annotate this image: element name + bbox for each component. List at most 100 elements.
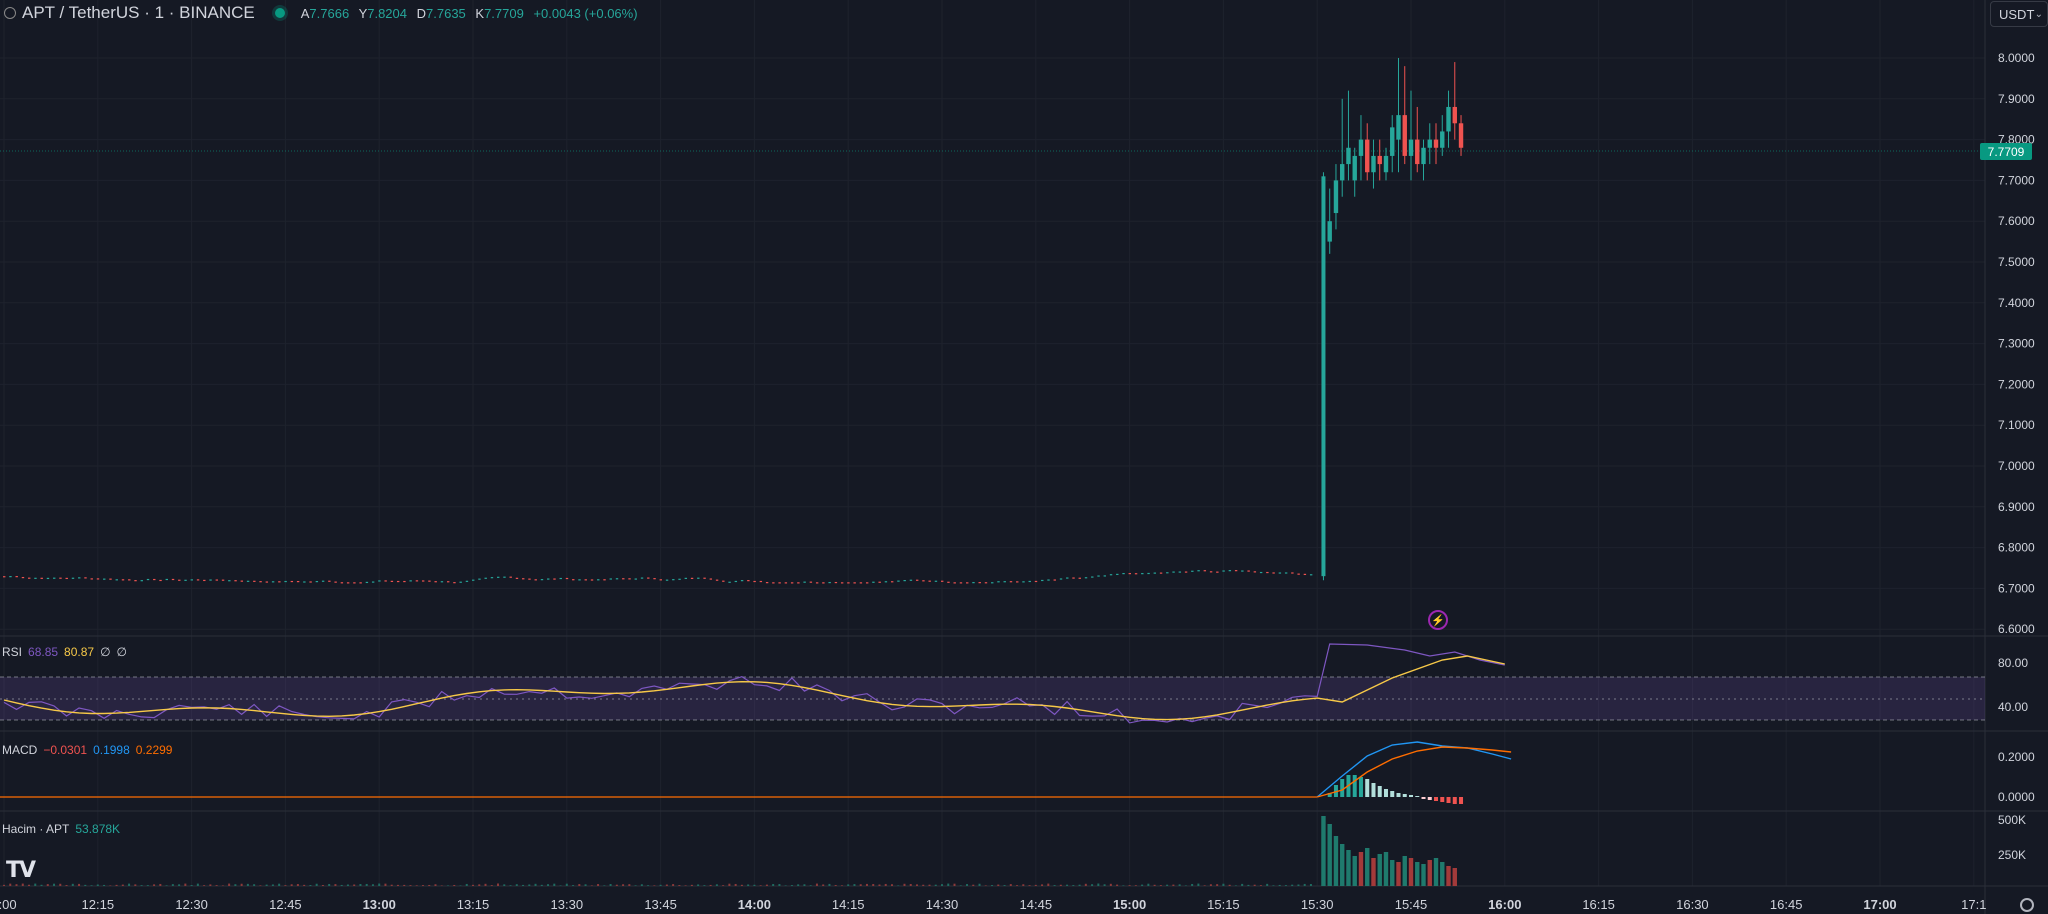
- candle: [428, 580, 431, 582]
- volume-bar: [690, 884, 693, 886]
- candle: [215, 579, 219, 581]
- macd-histogram-bar: [1371, 783, 1376, 797]
- volume-bar: [121, 884, 124, 886]
- flash-icon[interactable]: ⚡: [1428, 610, 1448, 630]
- volume-bar: [365, 883, 368, 886]
- volume-bar: [1333, 836, 1339, 886]
- volume-bar: [153, 884, 156, 886]
- rsi-legend[interactable]: RSI 68.85 80.87 ∅ ∅: [2, 645, 133, 659]
- candle: [784, 582, 788, 584]
- volume-bar: [1178, 884, 1181, 886]
- time-tick-label: 12:15: [82, 897, 115, 912]
- volume-bar: [65, 885, 68, 886]
- candle: [528, 578, 531, 580]
- candle: [209, 579, 212, 581]
- candle: [515, 577, 519, 579]
- volume-bar: [453, 884, 456, 886]
- volume-bar: [109, 885, 112, 886]
- candle: [1178, 571, 1182, 573]
- volume-bar: [572, 885, 575, 886]
- volume-bar: [465, 883, 468, 886]
- volume-bar: [409, 885, 412, 886]
- candle: [321, 580, 325, 582]
- rsi-ma-line: [3, 655, 1505, 721]
- candle: [1247, 570, 1250, 572]
- candle: [1396, 115, 1401, 140]
- candle: [384, 580, 387, 582]
- market-status-icon[interactable]: [274, 8, 285, 18]
- volume-bar: [703, 885, 706, 886]
- candle: [1278, 572, 1282, 574]
- candle: [1172, 571, 1175, 573]
- volume-bar: [1440, 862, 1445, 886]
- price-tick-label: 8.0000: [1998, 51, 2035, 65]
- volume-bar: [828, 883, 831, 886]
- volume-bar: [1309, 884, 1312, 886]
- candle: [534, 579, 537, 581]
- macd-histogram-bar: [1452, 797, 1457, 804]
- candle: [296, 581, 300, 583]
- volume-bar: [34, 883, 37, 886]
- volume-legend[interactable]: Hacim · APT 53.878K: [2, 822, 126, 836]
- gear-icon[interactable]: [2020, 898, 2034, 912]
- tradingview-logo[interactable]: TV: [6, 858, 36, 883]
- candle: [909, 579, 913, 581]
- symbol-logo-icon: [4, 7, 16, 19]
- volume-bar: [403, 884, 406, 886]
- time-tick-label: 15:30: [1301, 897, 1334, 912]
- candle: [1259, 571, 1263, 574]
- candle: [1333, 180, 1339, 214]
- candle: [134, 580, 137, 582]
- candle: [978, 582, 981, 584]
- macd-histogram-bar: [1415, 796, 1420, 797]
- volume-bar: [1234, 885, 1237, 886]
- volume-bar: [1078, 884, 1081, 886]
- time-tick-label: 14:15: [832, 897, 865, 912]
- rsi-band: [0, 676, 1985, 721]
- candle: [1415, 139, 1420, 165]
- volume-bar: [190, 885, 193, 886]
- price-tick-label: 7.9000: [1998, 92, 2035, 106]
- signal-line: [1317, 746, 1512, 798]
- time-tick-label: 16:30: [1676, 897, 1709, 912]
- volume-bar: [1272, 885, 1275, 886]
- candle: [90, 578, 93, 580]
- volume-bar: [759, 885, 762, 886]
- ohlc-change: +0.0043 (+0.06%): [533, 5, 638, 21]
- volume-bar: [515, 884, 518, 886]
- candle: [409, 580, 412, 582]
- candle: [1003, 581, 1006, 583]
- candle: [128, 579, 131, 581]
- symbol-title[interactable]: APT / TetherUS · 1 · BINANCE: [22, 3, 255, 22]
- volume-bar: [822, 884, 825, 886]
- volume-bar: [1184, 885, 1187, 886]
- candle: [1184, 571, 1188, 573]
- candle: [928, 580, 931, 582]
- candle: [1266, 571, 1269, 574]
- volume-axis-label: 250K: [1998, 848, 2026, 862]
- volume-bar: [497, 883, 500, 886]
- macd-histogram-bar: [1446, 797, 1451, 803]
- volume-bar: [953, 883, 956, 886]
- candle: [1272, 572, 1275, 574]
- candle: [3, 576, 6, 578]
- macd-legend[interactable]: MACD −0.0301 0.1998 0.2299: [2, 743, 178, 757]
- currency-selector[interactable]: USDT ⌄: [1990, 1, 2048, 27]
- volume-bar: [1421, 864, 1426, 886]
- candle: [190, 579, 193, 581]
- candle: [1141, 573, 1144, 575]
- volume-bar: [1053, 885, 1056, 886]
- candle: [9, 576, 12, 578]
- volume-bar: [28, 884, 31, 886]
- time-tick-label: 2:00: [0, 897, 17, 912]
- volume-bar: [215, 885, 218, 886]
- time-tick-label: 14:00: [738, 897, 771, 912]
- volume-bar: [1147, 883, 1150, 886]
- volume-bar: [84, 884, 87, 886]
- volume-bar: [171, 884, 174, 886]
- price-tick-label: 7.6000: [1998, 214, 2035, 228]
- time-tick-label: 16:15: [1582, 897, 1615, 912]
- candle: [15, 576, 18, 578]
- candle: [21, 576, 25, 579]
